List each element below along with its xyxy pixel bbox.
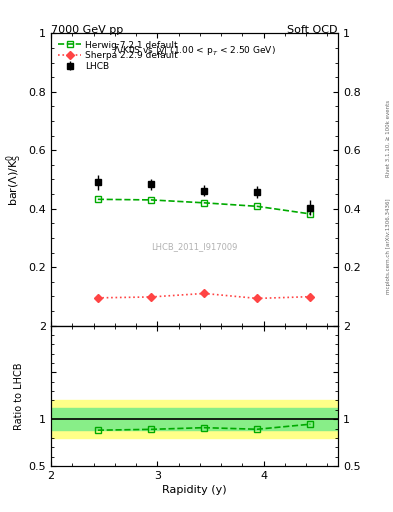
Line: Sherpa 2.2.9 default: Sherpa 2.2.9 default [95,291,313,301]
Line: Herwig 7.2.1 default: Herwig 7.2.1 default [94,196,314,218]
Herwig 7.2.1 default [95,196,100,202]
Bar [51,408,338,431]
Sherpa 2.2.9 default [308,293,313,300]
Y-axis label: Ratio to LHCB: Ratio to LHCB [15,362,24,430]
Herwig 7.2.1 default [202,200,206,206]
Sherpa 2.2.9 default [149,294,153,300]
Y-axis label: $\rm bar(\Lambda)/K^0_S$: $\rm bar(\Lambda)/K^0_S$ [5,153,24,206]
Text: Rivet 3.1.10, ≥ 100k events: Rivet 3.1.10, ≥ 100k events [386,100,391,177]
Text: mcplots.cern.ch [arXiv:1306.3436]: mcplots.cern.ch [arXiv:1306.3436] [386,198,391,293]
Herwig 7.2.1 default [149,197,153,203]
Sherpa 2.2.9 default [95,295,100,301]
Bar [51,400,338,438]
Sherpa 2.2.9 default [255,295,260,302]
Legend: Herwig 7.2.1 default, Sherpa 2.2.9 default, LHCB: Herwig 7.2.1 default, Sherpa 2.2.9 defau… [55,38,181,74]
Text: $\bar{\Lambda}$/K0S vs |y| (1.00 < p$_T$ < 2.50 GeV): $\bar{\Lambda}$/K0S vs |y| (1.00 < p$_T$… [113,44,276,58]
Text: LHCB_2011_I917009: LHCB_2011_I917009 [151,242,238,251]
Herwig 7.2.1 default [308,211,313,217]
Herwig 7.2.1 default [255,203,260,209]
Text: Soft QCD: Soft QCD [288,25,338,35]
X-axis label: Rapidity (y): Rapidity (y) [162,485,227,495]
Sherpa 2.2.9 default [202,290,206,296]
Text: 7000 GeV pp: 7000 GeV pp [51,25,123,35]
